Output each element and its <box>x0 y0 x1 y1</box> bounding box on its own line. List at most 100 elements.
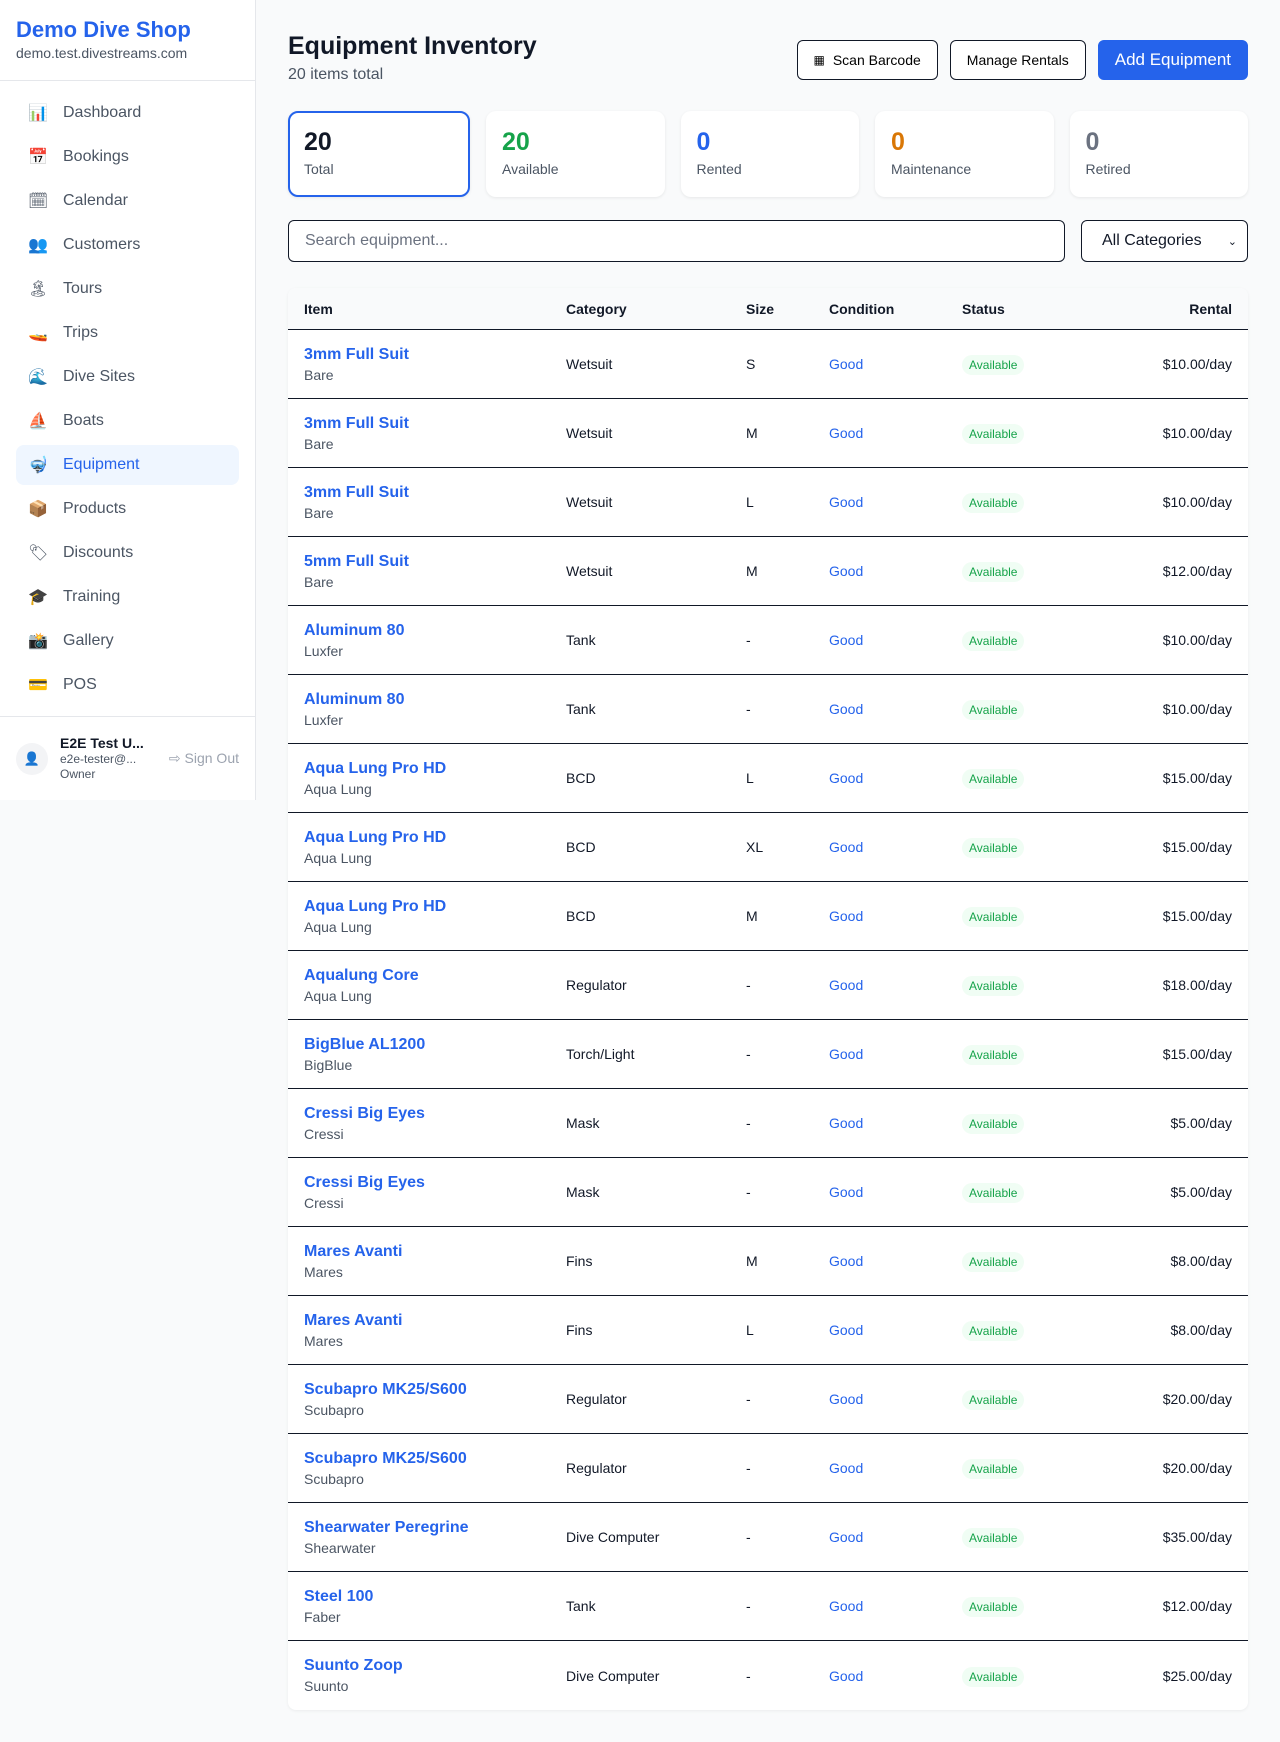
category-select[interactable]: All Categories ⌄ <box>1081 220 1248 262</box>
item-condition: Good <box>829 1322 864 1338</box>
item-name-link[interactable]: Scubapro MK25/S600 <box>304 1380 467 1398</box>
status-badge: Available <box>962 1528 1025 1548</box>
sidebar-item-customers[interactable]: 👥 Customers <box>16 225 239 265</box>
item-name-link[interactable]: Aqua Lung Pro HD <box>304 759 447 777</box>
shop-name[interactable]: Demo Dive Shop <box>16 17 191 42</box>
item-name-link[interactable]: Aluminum 80 <box>304 621 405 639</box>
status-badge: Available <box>962 1390 1025 1410</box>
table-row[interactable]: 5mm Full Suit Bare Wetsuit M Good Availab… <box>288 537 1248 606</box>
table-row[interactable]: Scubapro MK25/S600 Scubapro Regulator - G… <box>288 1365 1248 1434</box>
stat-card-rented[interactable]: 0 Rented <box>680 111 859 197</box>
column-header[interactable]: Condition <box>829 300 895 317</box>
item-condition: Good <box>829 563 864 579</box>
item-rental-price: $15.00/day <box>1162 908 1232 924</box>
page-subtitle: 20 items total <box>288 66 384 83</box>
sidebar-item-trips[interactable]: 🚤 Trips <box>16 313 239 353</box>
table-row[interactable]: Aqua Lung Pro HD Aqua Lung BCD XL Good Av… <box>288 813 1248 882</box>
item-name-link[interactable]: Mares Avanti <box>304 1311 403 1329</box>
item-condition: Good <box>829 701 864 717</box>
table-row[interactable]: BigBlue AL1200 BigBlue Torch/Light - Good… <box>288 1020 1248 1089</box>
status-badge: Available <box>962 1252 1025 1272</box>
item-name-link[interactable]: Aluminum 80 <box>304 690 405 708</box>
item-name-link[interactable]: Cressi Big Eyes <box>304 1173 425 1191</box>
sidebar-item-training[interactable]: 🎓 Training <box>16 577 239 617</box>
table-row[interactable]: Steel 100 Faber Tank - Good Available $12… <box>288 1572 1248 1641</box>
table-row[interactable]: Aqualung Core Aqua Lung Regulator - Good … <box>288 951 1248 1020</box>
table-row[interactable]: Scubapro MK25/S600 Scubapro Regulator - G… <box>288 1434 1248 1503</box>
sidebar-item-label: Training <box>63 588 121 605</box>
sidebar-item-pos[interactable]: 💳 POS <box>16 665 239 705</box>
sidebar-item-calendar[interactable]: 🗓 Calendar <box>16 181 239 221</box>
column-header[interactable]: Rental <box>1189 300 1232 317</box>
sidebar-item-boats[interactable]: ⛵ Boats <box>16 401 239 441</box>
item-size: L <box>746 770 754 786</box>
status-badge: Available <box>962 355 1025 375</box>
tours-icon: 🏝 <box>28 281 49 298</box>
stats-cards: 20 Total 20 Available 0 Rented 0 Maintenance 0 Re… <box>288 111 1248 197</box>
table-row[interactable]: Suunto Zoop Suunto Dive Computer - Good A… <box>288 1641 1248 1710</box>
item-category: Regulator <box>566 1391 627 1407</box>
item-name-link[interactable]: Shearwater Peregrine <box>304 1518 469 1536</box>
stat-card-maintenance[interactable]: 0 Maintenance <box>875 111 1054 197</box>
item-brand: Cressi <box>304 1125 344 1142</box>
item-name-link[interactable]: Steel 100 <box>304 1587 374 1605</box>
item-condition: Good <box>829 1391 864 1407</box>
item-category: Wetsuit <box>566 356 613 372</box>
table-row[interactable]: Aqua Lung Pro HD Aqua Lung BCD M Good Ava… <box>288 882 1248 951</box>
item-brand: Shearwater <box>304 1539 376 1556</box>
stat-card-retired[interactable]: 0 Retired <box>1069 111 1248 197</box>
status-badge: Available <box>962 838 1025 858</box>
item-rental-price: $25.00/day <box>1162 1667 1232 1684</box>
sidebar-item-gallery[interactable]: 📸 Gallery <box>16 621 239 661</box>
column-header[interactable]: Item <box>304 300 333 317</box>
table-row[interactable]: Aluminum 80 Luxfer Tank - Good Available … <box>288 675 1248 744</box>
sidebar-item-dive-sites[interactable]: 🌊 Dive Sites <box>16 357 239 397</box>
sign-out-button[interactable]: ⇨ Sign Out <box>169 750 239 767</box>
table-header: Item Category Size Condition Status Rental <box>288 288 1248 330</box>
table-row[interactable]: 3mm Full Suit Bare Wetsuit L Good Availab… <box>288 468 1248 537</box>
stat-card-total[interactable]: 20 Total <box>288 111 470 197</box>
sidebar-item-equipment[interactable]: 🤿 Equipment <box>16 445 239 485</box>
item-name-link[interactable]: Aqua Lung Pro HD <box>304 828 447 846</box>
item-name-link[interactable]: Suunto Zoop <box>304 1657 403 1674</box>
item-name-link[interactable]: BigBlue AL1200 <box>304 1035 426 1053</box>
column-header[interactable]: Size <box>746 300 775 317</box>
item-name-link[interactable]: Scubapro MK25/S600 <box>304 1449 467 1467</box>
item-condition: Good <box>829 1046 864 1062</box>
table-row[interactable]: 3mm Full Suit Bare Wetsuit S Good Availab… <box>288 330 1248 399</box>
table-row[interactable]: Mares Avanti Mares Fins M Good Available … <box>288 1227 1248 1296</box>
search-input[interactable]: Search equipment... <box>288 220 1065 262</box>
item-name-link[interactable]: 3mm Full Suit <box>304 483 409 501</box>
status-badge: Available <box>962 1045 1025 1065</box>
sidebar-item-discounts[interactable]: 🏷 Discounts <box>16 533 239 573</box>
stat-card-available[interactable]: 20 Available <box>486 111 665 197</box>
item-size: L <box>746 494 754 510</box>
stat-value: 0 <box>891 128 905 156</box>
table-row[interactable]: Cressi Big Eyes Cressi Mask - Good Availa… <box>288 1158 1248 1227</box>
table-row[interactable]: Shearwater Peregrine Shearwater Dive Comp… <box>288 1503 1248 1572</box>
item-rental-price: $20.00/day <box>1162 1460 1232 1476</box>
item-name-link[interactable]: 3mm Full Suit <box>304 414 409 432</box>
table-row[interactable]: Cressi Big Eyes Cressi Mask - Good Availa… <box>288 1089 1248 1158</box>
item-name-link[interactable]: 3mm Full Suit <box>304 345 409 363</box>
column-header[interactable]: Category <box>566 300 627 317</box>
sidebar-item-tours[interactable]: 🏝 Tours <box>16 269 239 309</box>
item-category: BCD <box>566 908 596 924</box>
add-equipment-button[interactable]: Add Equipment <box>1097 40 1248 80</box>
table-row[interactable]: Mares Avanti Mares Fins L Good Available … <box>288 1296 1248 1365</box>
item-name-link[interactable]: Aqualung Core <box>304 966 419 984</box>
sidebar-item-products[interactable]: 📦 Products <box>16 489 239 529</box>
table-row[interactable]: Aluminum 80 Luxfer Tank - Good Available … <box>288 606 1248 675</box>
sidebar-item-bookings[interactable]: 📅 Bookings <box>16 137 239 177</box>
table-row[interactable]: 3mm Full Suit Bare Wetsuit M Good Availab… <box>288 399 1248 468</box>
item-name-link[interactable]: Cressi Big Eyes <box>304 1104 425 1122</box>
item-name-link[interactable]: Aqua Lung Pro HD <box>304 897 447 915</box>
sign-out-label: Sign Out <box>184 750 239 766</box>
table-row[interactable]: Aqua Lung Pro HD Aqua Lung BCD L Good Ava… <box>288 744 1248 813</box>
item-name-link[interactable]: Mares Avanti <box>304 1242 403 1260</box>
sidebar-item-dashboard[interactable]: 📊 Dashboard <box>16 93 239 133</box>
manage-rentals-button[interactable]: Manage Rentals <box>949 40 1086 80</box>
item-name-link[interactable]: 5mm Full Suit <box>304 552 409 570</box>
scan-barcode-button[interactable]: ▦ Scan Barcode <box>796 40 938 80</box>
column-header[interactable]: Status <box>962 300 1005 317</box>
